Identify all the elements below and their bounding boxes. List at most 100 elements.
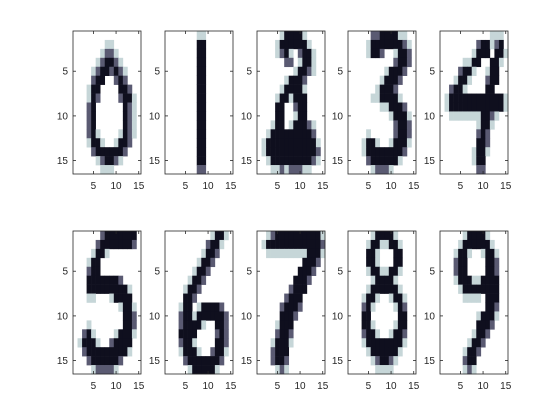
pixel-cell	[131, 111, 137, 121]
pixel-cell	[480, 248, 486, 259]
pixel-cell	[375, 138, 381, 148]
pixel-cell	[95, 365, 101, 375]
pixel-cell	[485, 66, 491, 76]
pixel-cell	[127, 311, 133, 321]
pixel-cell	[279, 120, 285, 130]
pixel-cell	[86, 275, 92, 285]
pixel-cell	[393, 257, 399, 268]
pixel-cell	[306, 129, 312, 139]
pixel-cell	[118, 329, 124, 339]
y-tick-label: 5	[429, 267, 435, 278]
pixel-cell	[284, 39, 290, 50]
pixel-cell	[467, 275, 473, 285]
pixel-cell	[279, 129, 285, 139]
pixel-cell	[201, 156, 207, 166]
pixel-cell	[306, 275, 312, 285]
pixel-cell	[462, 293, 468, 303]
pixel-cell	[275, 129, 280, 139]
subplot-grid: 5 10 15 5 10 15 5 10 15 5 10 15 5 10 15 5 10 15 5 10 15 5 10 15…	[57, 30, 512, 392]
y-tick-label: 15	[241, 156, 253, 167]
pixel-cell	[122, 120, 128, 130]
pixel-cell	[86, 129, 92, 139]
pixel-cell	[279, 156, 285, 166]
pixel-cell	[302, 93, 308, 103]
pixel-cell	[95, 356, 101, 366]
pixel-cell	[284, 48, 290, 59]
pixel-cell	[91, 284, 96, 294]
pixel-cell	[503, 93, 509, 103]
pixel-cell	[366, 257, 371, 268]
pixel-cell	[384, 284, 390, 294]
pixel-cell	[388, 111, 394, 121]
pixel-cell	[183, 293, 188, 303]
pixel-cell	[375, 329, 381, 339]
pixel-cell	[205, 311, 211, 321]
pixel-cell	[489, 320, 495, 330]
pixel-cell	[192, 356, 198, 366]
pixel-cell	[397, 57, 403, 68]
pixel-cell	[476, 320, 482, 330]
pixel-cell	[122, 338, 128, 348]
pixel-cell	[388, 66, 394, 76]
pixel-cell	[397, 66, 403, 76]
x-tick-label: 15	[225, 181, 237, 192]
pixel-cell	[306, 48, 312, 59]
pixel-cell	[402, 320, 408, 330]
pixel-cell	[388, 338, 394, 348]
pixel-cell	[104, 284, 110, 294]
pixel-cell	[302, 257, 308, 268]
pixel-cell	[127, 239, 133, 250]
pixel-cell	[366, 329, 371, 339]
pixel-cell	[476, 138, 482, 148]
pixel-cell	[86, 284, 92, 294]
pixel-cell	[275, 93, 280, 103]
pixel-cell	[406, 120, 412, 130]
pixel-cell	[279, 329, 285, 339]
pixel-cell	[494, 284, 500, 294]
pixel-cell	[95, 93, 101, 103]
pixel-cell	[187, 356, 193, 366]
pixel-cell	[275, 239, 280, 250]
y-tick-label: 15	[241, 356, 253, 367]
pixel-cell	[219, 231, 225, 241]
pixel-cell	[485, 311, 491, 321]
pixel-cell	[196, 356, 202, 366]
pixel-cell	[293, 120, 299, 130]
pixel-cell	[201, 111, 207, 121]
pixel-cell	[384, 365, 390, 375]
pixel-cell	[370, 147, 376, 157]
pixel-cell	[205, 356, 211, 366]
pixel-cell	[302, 266, 308, 276]
pixel-cell	[375, 84, 381, 94]
pixel-cell	[397, 129, 403, 139]
pixel-cell	[311, 48, 317, 59]
pixel-cell	[388, 75, 394, 85]
pixel-cell	[384, 39, 390, 50]
pixel-cell	[131, 311, 137, 321]
pixel-cell	[379, 102, 385, 112]
pixel-cell	[462, 111, 468, 121]
pixel-cell	[366, 129, 371, 139]
pixel-cell	[302, 231, 308, 241]
pixel-cell	[122, 129, 128, 139]
pixel-cell	[288, 302, 294, 312]
pixel-cell	[122, 93, 128, 103]
pixel-cell	[100, 75, 106, 85]
pixel-cell	[127, 93, 133, 103]
pixel-cell	[384, 275, 390, 285]
pixel-cell	[104, 57, 110, 68]
pixel-cell	[402, 293, 408, 303]
pixel-cell	[293, 75, 299, 85]
pixel-cell	[205, 248, 211, 259]
pixel-cell	[297, 75, 303, 85]
pixel-cell	[471, 48, 477, 59]
pixel-cell	[275, 347, 280, 357]
pixel-cell	[393, 320, 399, 330]
pixel-cell	[91, 102, 96, 112]
pixel-cell	[302, 147, 308, 157]
pixel-cell	[485, 239, 491, 250]
pixel-cell	[118, 356, 124, 366]
pixel-cell	[118, 302, 124, 312]
pixel-cell	[471, 93, 477, 103]
pixel-cell	[86, 293, 92, 303]
